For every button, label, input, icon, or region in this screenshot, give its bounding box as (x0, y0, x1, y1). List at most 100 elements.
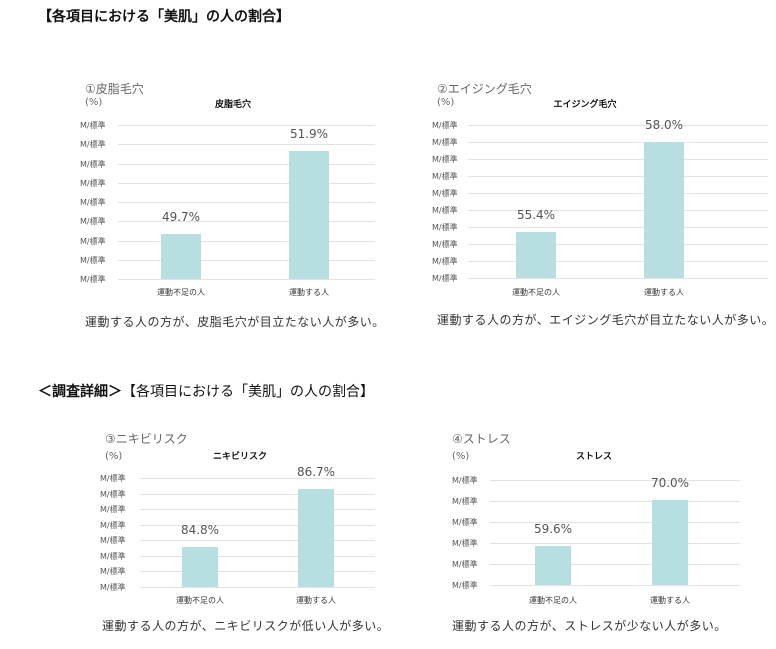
y-tick-label: M/標準 (432, 240, 458, 249)
y-tick-label: M/標準 (100, 474, 126, 483)
gridline (468, 176, 768, 177)
bar (516, 231, 556, 278)
category-label: 運動する人 (650, 596, 690, 605)
gridline (490, 564, 740, 565)
gridline (468, 261, 768, 262)
y-tick-label: M/標準 (432, 274, 458, 283)
y-tick-label: M/標準 (452, 497, 478, 506)
bar (535, 546, 571, 585)
gridline (140, 540, 375, 542)
category-label: 運動不足の人 (512, 288, 560, 297)
gridline (118, 221, 375, 223)
section-title: 【各項目における「美肌」の人の割合】 (122, 384, 374, 400)
chart-caption: 運動する人の方が、皮脂毛穴が目立たない人が多い。 (85, 315, 385, 329)
y-tick-label: M/標準 (80, 178, 106, 188)
gridline (118, 144, 375, 146)
chart-title: エイジング毛穴 (553, 100, 617, 110)
gridline (140, 493, 375, 495)
y-tick-label: M/標準 (100, 489, 126, 499)
y-tick-label: M/標準 (80, 198, 106, 207)
unit-label: (%) (105, 451, 123, 462)
gridline (140, 555, 375, 557)
category-label: 運動不足の人 (157, 288, 205, 297)
y-tick-label: M/標準 (432, 138, 458, 147)
chart-label: ②エイジング毛穴 (437, 82, 532, 96)
gridline (468, 278, 768, 279)
unit-label: (%) (437, 97, 455, 108)
unit-label: (%) (85, 97, 103, 108)
value-label: 58.0% (644, 118, 684, 133)
gridline (140, 478, 375, 479)
gridline (140, 571, 375, 573)
bar (182, 547, 218, 587)
chart-caption: 運動する人の方が、ストレスが少ない人が多い。 (452, 619, 727, 633)
bar (161, 233, 201, 279)
bar (298, 489, 334, 587)
y-tick-label: M/標準 (80, 217, 106, 227)
y-tick-label: M/標準 (432, 121, 458, 130)
gridline (118, 163, 375, 165)
gridline (490, 543, 740, 544)
chart-title: ストレス (575, 452, 613, 462)
y-tick-label: M/標準 (452, 539, 478, 548)
gridline (140, 524, 375, 526)
y-tick-label: M/標準 (100, 583, 126, 592)
category-label: 運動する人 (289, 288, 329, 297)
gridline (468, 227, 768, 228)
value-label: 59.6% (533, 522, 573, 536)
gridline (468, 142, 768, 143)
y-tick-label: M/標準 (100, 520, 126, 530)
gridline (118, 259, 375, 261)
gridline (490, 501, 740, 502)
gridline (118, 125, 375, 126)
bar (644, 142, 684, 278)
gridline (118, 279, 375, 280)
gridline (140, 587, 375, 588)
value-label: 51.9% (289, 127, 329, 142)
category-label: 運動する人 (296, 596, 336, 605)
y-tick-label: M/標準 (80, 275, 106, 284)
y-tick-label: M/標準 (452, 518, 478, 527)
gridline (490, 480, 740, 481)
gridline (490, 585, 740, 586)
gridline (468, 244, 768, 245)
gridline (118, 202, 375, 203)
unit-label: (%) (452, 451, 470, 462)
y-tick-label: M/標準 (452, 560, 478, 569)
chart-label: ③ニキビリスク (105, 432, 188, 446)
gridline (118, 182, 375, 184)
y-tick-label: M/標準 (432, 172, 458, 181)
value-label: 86.7% (296, 465, 336, 480)
category-label: 運動不足の人 (176, 596, 224, 605)
gridline (490, 522, 740, 523)
chart-title: 皮脂毛穴 (214, 100, 252, 110)
y-tick-label: M/標準 (432, 155, 458, 164)
y-tick-label: M/標準 (452, 476, 478, 485)
y-tick-label: M/標準 (100, 536, 126, 546)
chart-label: ④ストレス (452, 432, 511, 446)
bar (289, 151, 329, 279)
y-tick-label: M/標準 (80, 140, 106, 150)
y-tick-label: M/標準 (100, 551, 126, 561)
value-label: 70.0% (650, 475, 690, 490)
chart-label: ①皮脂毛穴 (85, 82, 144, 96)
category-label: 運動不足の人 (529, 596, 577, 605)
category-label: 運動する人 (644, 288, 684, 297)
y-tick-label: M/標準 (80, 255, 106, 265)
value-label: 84.8% (180, 523, 220, 538)
section-heading: ＜調査詳細＞【各項目における「美肌」の人の割合】 (38, 381, 374, 401)
gridline (468, 125, 768, 126)
y-tick-label: M/標準 (80, 159, 106, 169)
y-tick-label: M/標準 (100, 505, 126, 515)
y-tick-label: M/標準 (432, 189, 458, 198)
page-heading: 【各項目における「美肌」の人の割合】 (38, 9, 290, 25)
chart-caption: 運動する人の方が、ニキビリスクが低い人が多い。 (102, 619, 390, 633)
value-label: 55.4% (516, 207, 556, 222)
y-tick-label: M/標準 (432, 223, 458, 232)
gridline (468, 210, 768, 211)
chart-caption: 運動する人の方が、エイジング毛穴が目立たない人が多い。 (437, 313, 775, 327)
gridline (118, 240, 375, 242)
bar (652, 499, 688, 585)
y-tick-label: M/標準 (452, 581, 478, 590)
gridline (140, 509, 375, 511)
